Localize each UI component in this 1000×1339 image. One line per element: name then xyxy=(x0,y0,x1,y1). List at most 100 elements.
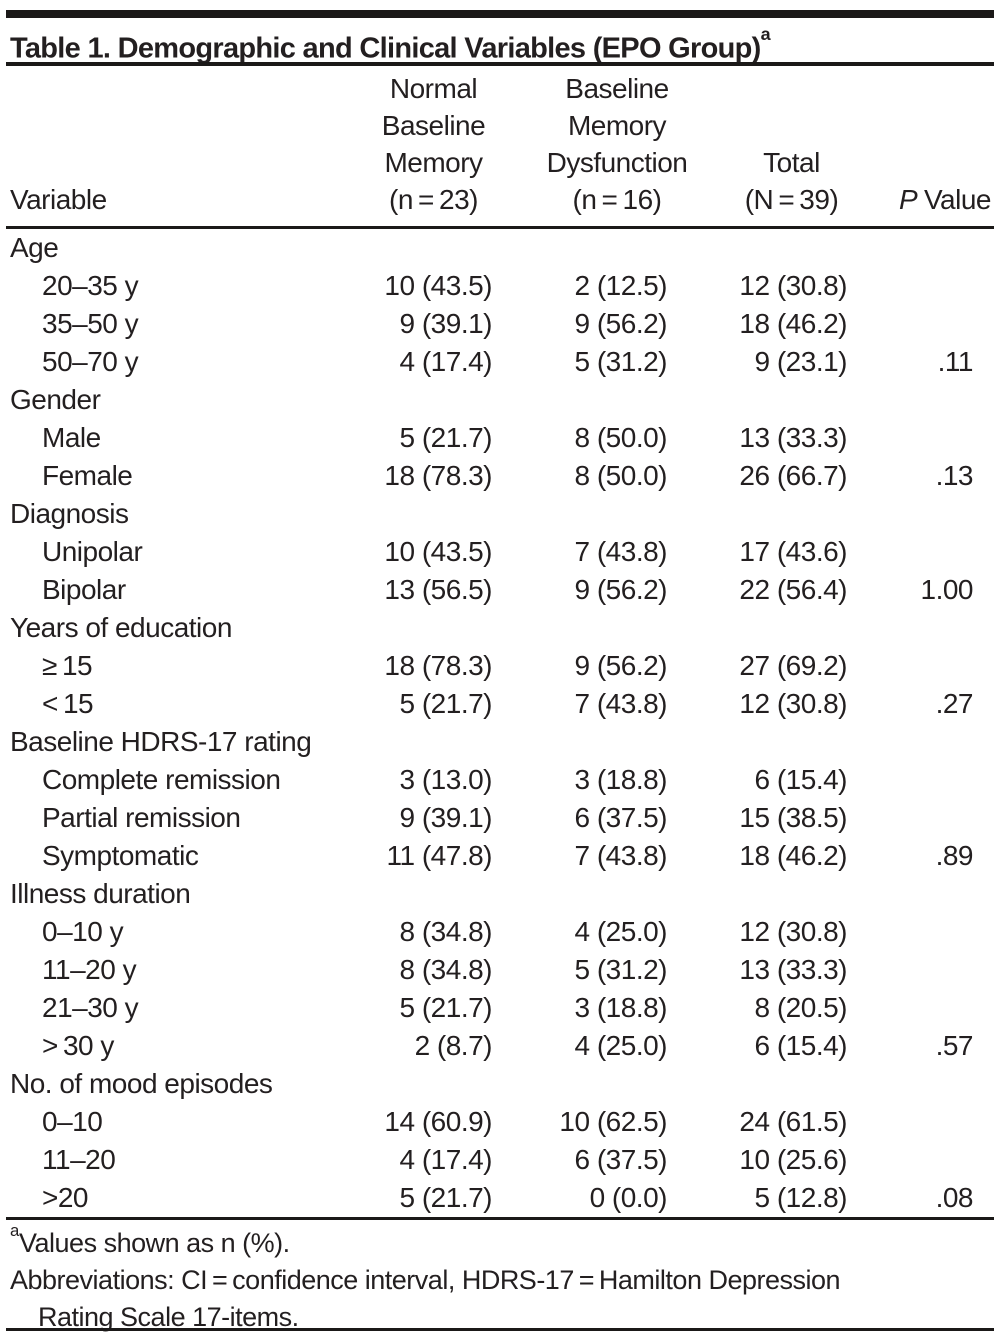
table-row: > 30 y 2 (8.7) 4 (25.0) 6 (15.4) .57 xyxy=(6,1027,994,1065)
column-header-normal-baseline-memory: Normal Baseline Memory (n = 23) xyxy=(340,70,535,229)
row-label: Male xyxy=(42,422,101,453)
cell-normal-memory: 11 (47.8) xyxy=(386,840,493,871)
table-row: 35–50 y 9 (39.1) 9 (56.2) 18 (46.2) xyxy=(6,305,994,343)
cell-memory-dysfunction: 8 (50.0) xyxy=(574,422,668,453)
cell-normal-memory: 2 (8.7) xyxy=(414,1030,493,1061)
row-label: > 30 y xyxy=(42,1030,114,1061)
table-row: Unipolar 10 (43.5) 7 (43.8) 17 (43.6) xyxy=(6,533,994,571)
table-header-row: Variable Normal Baseline Memory (n = 23)… xyxy=(6,70,994,229)
cell-total: 10 (25.6) xyxy=(739,1144,847,1175)
cell-memory-dysfunction: 4 (25.0) xyxy=(574,916,668,947)
table-row: Partial remission 9 (39.1) 6 (37.5) 15 (… xyxy=(6,799,994,837)
header-line: (N = 39) xyxy=(744,184,839,215)
table-row: 0–10 y 8 (34.8) 4 (25.0) 12 (30.8) xyxy=(6,913,994,951)
header-line: Baseline xyxy=(565,73,669,104)
table-row-section: Illness duration xyxy=(6,875,994,913)
cell-memory-dysfunction: 7 (43.8) xyxy=(574,688,668,719)
cell-p-value xyxy=(862,951,994,989)
section-label: Baseline HDRS-17 rating xyxy=(10,726,312,757)
header-line: Memory xyxy=(384,147,483,178)
cell-p-value: .89 xyxy=(935,840,974,871)
section-label: No. of mood episodes xyxy=(10,1068,273,1099)
table-row-section: Diagnosis xyxy=(6,495,994,533)
cell-total: 13 (33.3) xyxy=(739,422,847,453)
column-header-total: Total (N = 39) xyxy=(721,70,862,229)
table-row: 50–70 y 4 (17.4) 5 (31.2) 9 (23.1) .11 xyxy=(6,343,994,381)
cell-total: 22 (56.4) xyxy=(739,574,847,605)
cell-total: 12 (30.8) xyxy=(739,688,847,719)
cell-total: 12 (30.8) xyxy=(739,916,847,947)
table-row-section: Years of education xyxy=(6,609,994,647)
table-row: 21–30 y 5 (21.7) 3 (18.8) 8 (20.5) xyxy=(6,989,994,1027)
cell-normal-memory: 18 (78.3) xyxy=(384,460,492,491)
cell-p-value xyxy=(862,533,994,571)
column-header-p-value: P Value xyxy=(862,70,994,229)
header-line: (n = 23) xyxy=(389,184,478,215)
table-row: Female 18 (78.3) 8 (50.0) 26 (66.7) .13 xyxy=(6,457,994,495)
table-title-text: Table 1. Demographic and Clinical Variab… xyxy=(10,32,761,65)
row-label: 0–10 xyxy=(42,1106,103,1137)
table-row: Symptomatic 11 (47.8) 7 (43.8) 18 (46.2)… xyxy=(6,837,994,875)
table-header: Variable Normal Baseline Memory (n = 23)… xyxy=(6,70,994,229)
table-row-section: Gender xyxy=(6,381,994,419)
title-divider-rule xyxy=(6,62,994,66)
cell-total: 15 (38.5) xyxy=(739,802,847,833)
section-label: Years of education xyxy=(10,612,232,643)
cell-normal-memory: 8 (34.8) xyxy=(399,954,493,985)
cell-p-value: .13 xyxy=(935,460,974,491)
section-label: Age xyxy=(10,232,59,263)
section-label: Gender xyxy=(10,384,101,415)
cell-memory-dysfunction: 3 (18.8) xyxy=(574,992,668,1023)
footnotes: aValues shown as n (%). Abbreviations: C… xyxy=(10,1218,990,1336)
row-label: 11–20 y xyxy=(42,954,137,985)
cell-memory-dysfunction: 7 (43.8) xyxy=(574,840,668,871)
cell-normal-memory: 5 (21.7) xyxy=(399,1182,493,1213)
header-line: (n = 16) xyxy=(572,184,662,215)
cell-memory-dysfunction: 9 (56.2) xyxy=(574,308,668,339)
cell-memory-dysfunction: 6 (37.5) xyxy=(574,1144,668,1175)
table-row: Male 5 (21.7) 8 (50.0) 13 (33.3) xyxy=(6,419,994,457)
cell-p-value xyxy=(862,305,994,343)
cell-total: 6 (15.4) xyxy=(754,764,848,795)
cell-total: 18 (46.2) xyxy=(739,840,847,871)
table-container: Variable Normal Baseline Memory (n = 23)… xyxy=(6,70,994,1220)
section-label: Diagnosis xyxy=(10,498,129,529)
cell-memory-dysfunction: 9 (56.2) xyxy=(574,574,668,605)
cell-normal-memory: 4 (17.4) xyxy=(399,1144,493,1175)
cell-p-value xyxy=(862,761,994,799)
table-row-section: No. of mood episodes xyxy=(6,1065,994,1103)
cell-normal-memory: 18 (78.3) xyxy=(384,650,492,681)
cell-memory-dysfunction: 7 (43.8) xyxy=(574,536,668,567)
cell-memory-dysfunction: 5 (31.2) xyxy=(574,954,668,985)
cell-normal-memory: 8 (34.8) xyxy=(399,916,493,947)
row-label: Complete remission xyxy=(42,764,281,795)
row-label: 35–50 y xyxy=(42,308,139,339)
table-row: < 15 5 (21.7) 7 (43.8) 12 (30.8) .27 xyxy=(6,685,994,723)
table-row-section: Baseline HDRS-17 rating xyxy=(6,723,994,761)
cell-total: 24 (61.5) xyxy=(739,1106,847,1137)
cell-memory-dysfunction: 3 (18.8) xyxy=(574,764,668,795)
table-row: 11–20 4 (17.4) 6 (37.5) 10 (25.6) xyxy=(6,1141,994,1179)
cell-p-value: .08 xyxy=(935,1182,974,1213)
header-line: Memory xyxy=(567,110,667,141)
table-row: Complete remission 3 (13.0) 3 (18.8) 6 (… xyxy=(6,761,994,799)
cell-normal-memory: 5 (21.7) xyxy=(399,422,493,453)
cell-normal-memory: 13 (56.5) xyxy=(384,574,492,605)
table-row-section: Age xyxy=(6,228,994,268)
header-line: Normal xyxy=(389,73,478,104)
cell-p-value xyxy=(862,913,994,951)
cell-p-value xyxy=(862,989,994,1027)
footnote-abbreviations-line2: Rating Scale 17-items. xyxy=(38,1302,299,1332)
cell-p-value xyxy=(862,1103,994,1141)
header-line: Total xyxy=(763,147,820,178)
cell-normal-memory: 5 (21.7) xyxy=(399,688,493,719)
cell-total: 17 (43.6) xyxy=(739,536,847,567)
row-label: >20 xyxy=(42,1182,89,1213)
table-row: 11–20 y 8 (34.8) 5 (31.2) 13 (33.3) xyxy=(6,951,994,989)
cell-p-value: .11 xyxy=(937,346,974,377)
row-label: 50–70 y xyxy=(42,346,139,377)
cell-memory-dysfunction: 6 (37.5) xyxy=(574,802,668,833)
cell-total: 18 (46.2) xyxy=(739,308,847,339)
table-row: Bipolar 13 (56.5) 9 (56.2) 22 (56.4) 1.0… xyxy=(6,571,994,609)
